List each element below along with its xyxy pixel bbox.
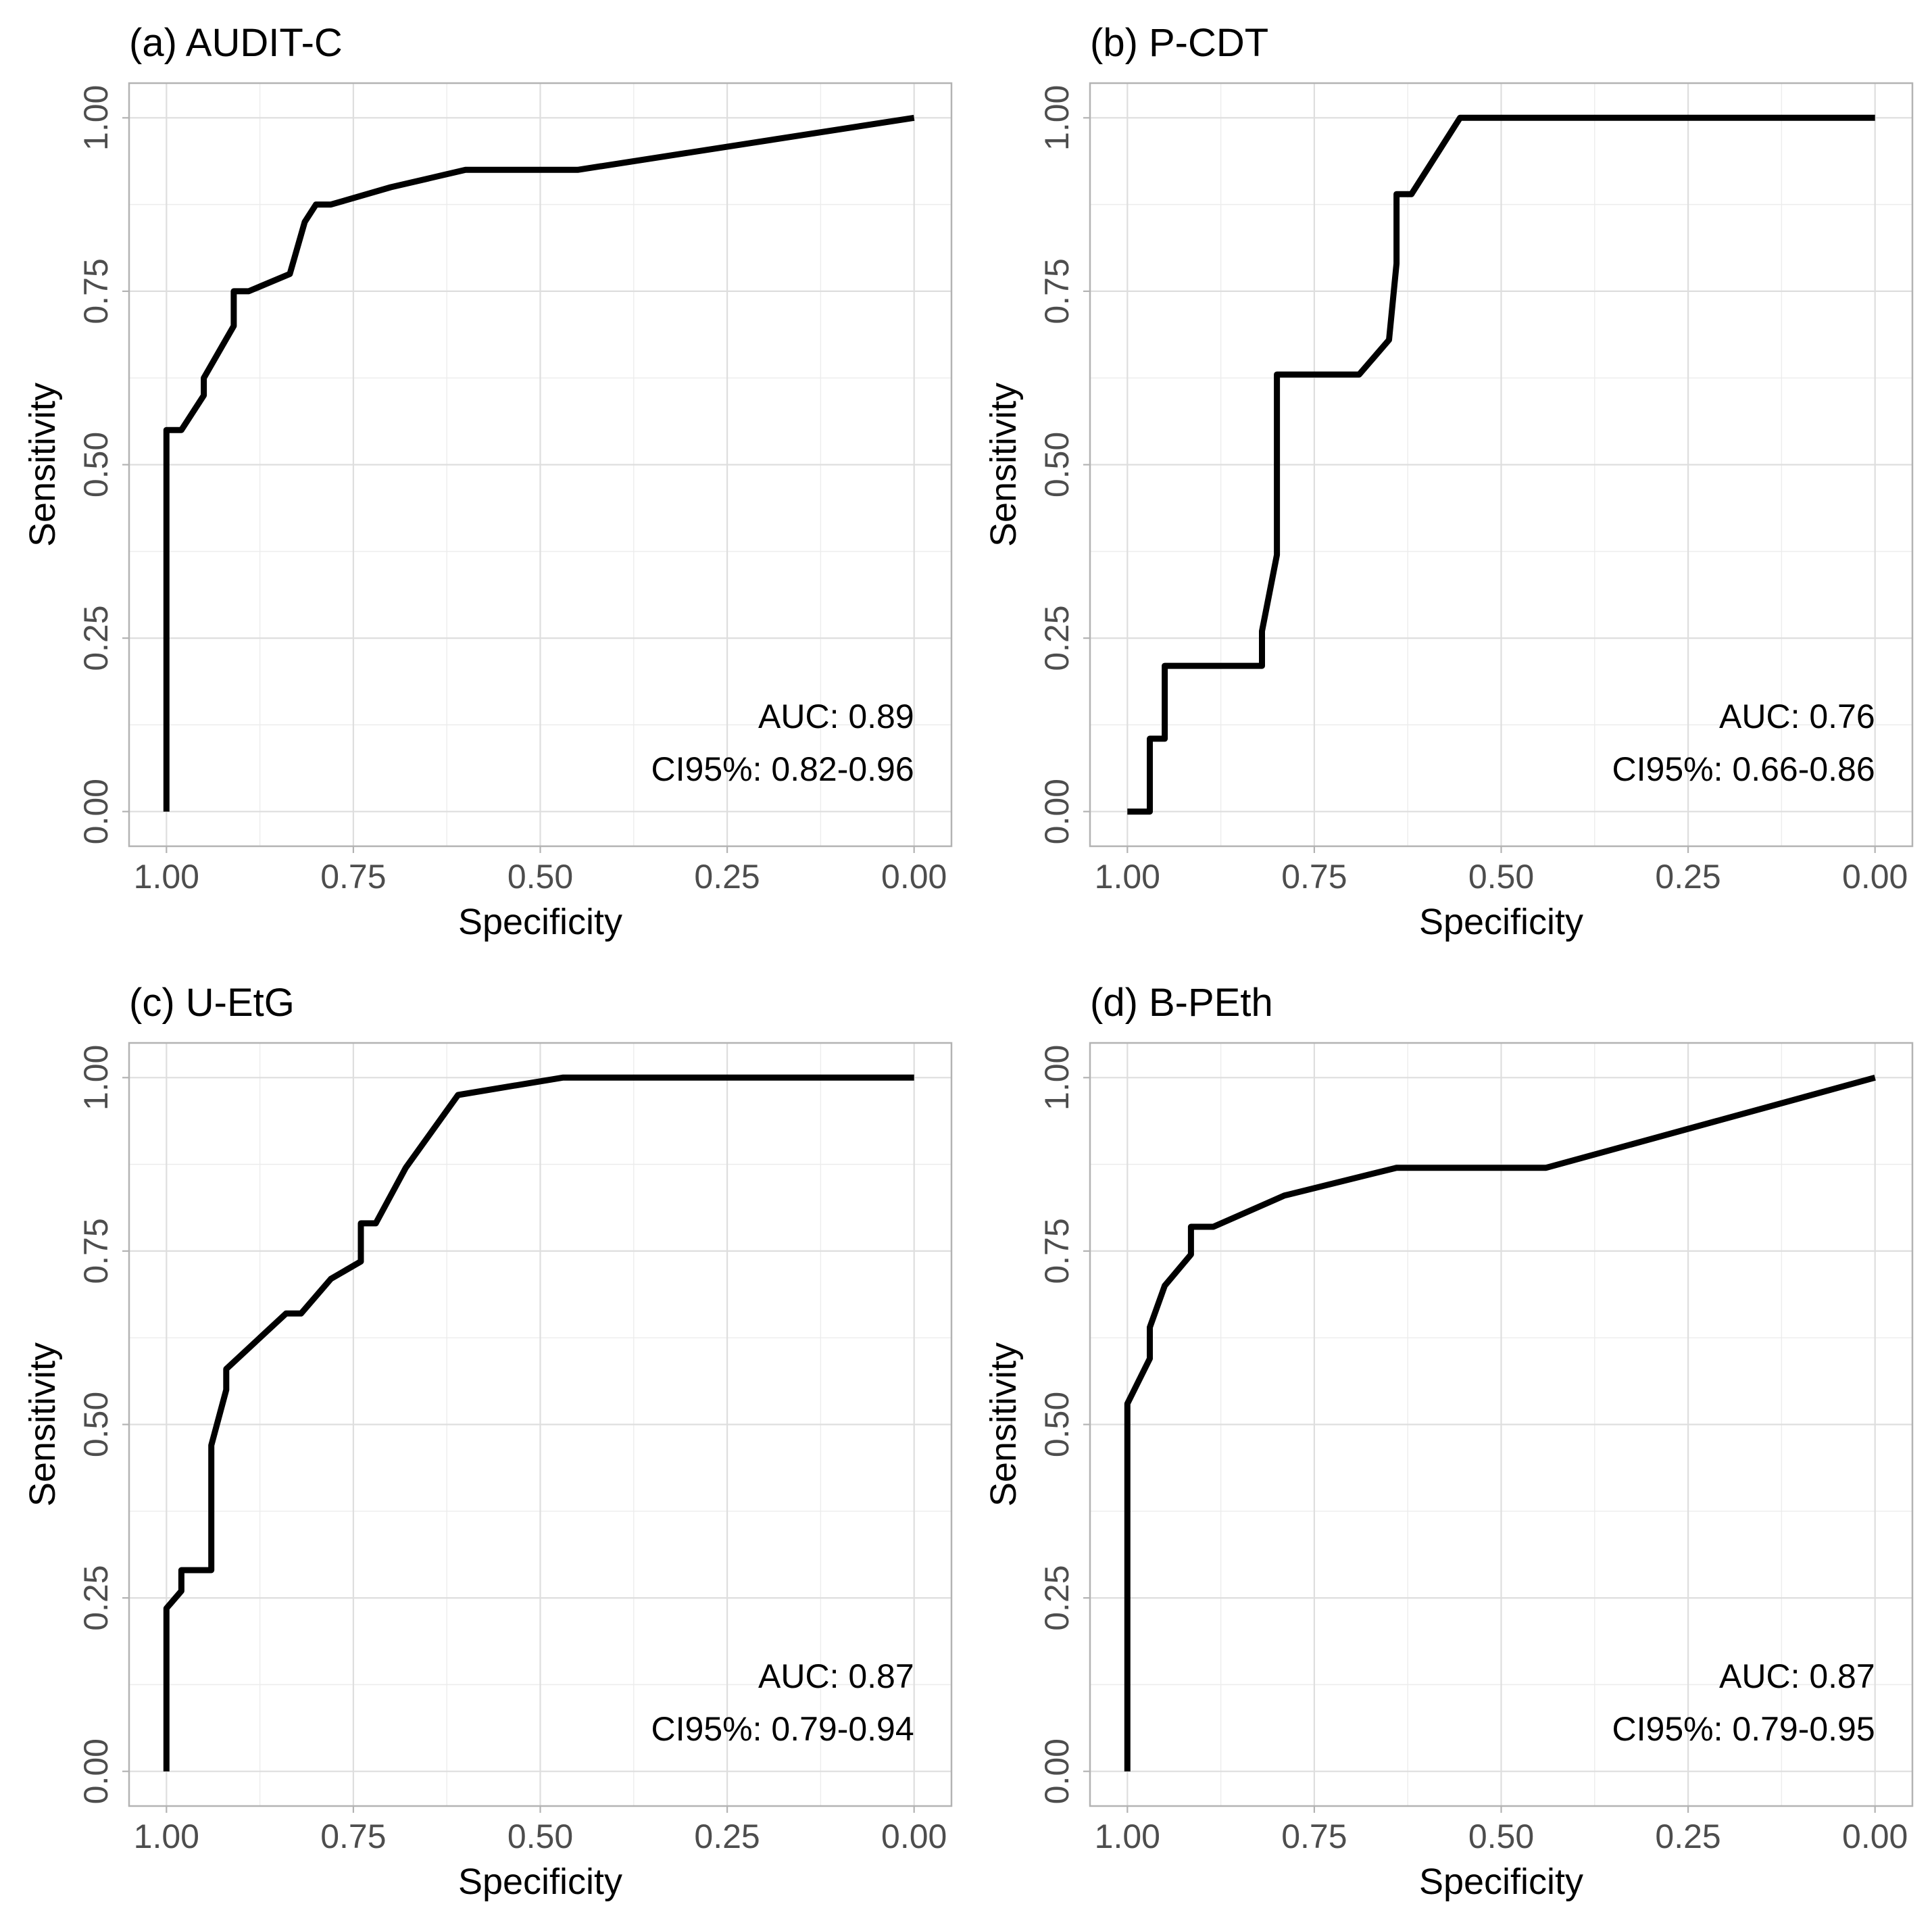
x-tick-label: 1.00 — [134, 858, 199, 896]
y-tick-label: 0.25 — [77, 605, 115, 671]
y-tick-label: 0.50 — [77, 1392, 115, 1457]
roc-panel-4: 1.00 0.75 0.50 0.25 0.00 0.00 0.25 0.50 0.75 1.00… — [983, 981, 1914, 1902]
x-tick-label: 0.25 — [694, 1818, 760, 1855]
y-tick-label: 1.00 — [77, 1045, 115, 1111]
y-tick-label: 0.75 — [1038, 1218, 1076, 1284]
x-tick-label: 0.50 — [507, 1818, 573, 1855]
x-axis-title: Specificity — [1419, 1861, 1583, 1902]
x-tick-label: 1.00 — [134, 1818, 199, 1855]
ci95-label: CI95%: 0.66-0.86 — [1612, 750, 1875, 788]
y-tick-label: 0.75 — [1038, 258, 1076, 324]
auc-label: AUC: 0.87 — [1719, 1657, 1875, 1695]
x-tick-label: 0.25 — [694, 858, 760, 896]
y-axis-title: Sensitivity — [983, 383, 1024, 547]
y-axis-title: Sensitivity — [983, 1342, 1024, 1507]
x-tick-label: 0.50 — [1468, 1818, 1534, 1855]
panel-border — [1089, 82, 1914, 848]
roc-curve — [1124, 1074, 1876, 1772]
x-tick-label: 0.75 — [1281, 1818, 1347, 1855]
y-tick-label: 0.00 — [1038, 779, 1076, 844]
y-tick-label: 0.00 — [77, 1738, 115, 1804]
panel-title: (b) P-CDT — [1090, 21, 1268, 65]
y-tick-label: 0.25 — [77, 1565, 115, 1630]
y-tick-label: 0.50 — [1038, 1392, 1076, 1457]
y-tick-label: 1.00 — [1038, 1045, 1076, 1111]
x-axis-title: Specificity — [1419, 902, 1583, 942]
x-axis-title: Specificity — [458, 902, 622, 942]
x-tick-label: 0.50 — [507, 858, 573, 896]
auc-label: AUC: 0.87 — [758, 1657, 914, 1695]
y-tick-label: 0.25 — [1038, 1565, 1076, 1630]
y-axis-title: Sensitivity — [22, 383, 63, 547]
auc-label: AUC: 0.89 — [758, 698, 914, 735]
panel-border — [128, 82, 953, 848]
roc-panel-3: 1.00 0.75 0.50 0.25 0.00 0.00 0.25 0.50 0.75 1.00… — [22, 981, 953, 1902]
x-tick-label: 0.00 — [1842, 858, 1908, 896]
y-tick-label: 0.00 — [1038, 1738, 1076, 1804]
roc-curve — [1127, 114, 1875, 815]
x-tick-label: 0.00 — [881, 1818, 947, 1855]
x-tick-label: 0.75 — [320, 1818, 386, 1855]
panel-border — [128, 1042, 953, 1807]
roc-curve — [163, 1074, 914, 1772]
panel-border — [1089, 1042, 1914, 1807]
roc-curve — [163, 114, 915, 812]
x-tick-label: 0.00 — [881, 858, 947, 896]
x-tick-label: 1.00 — [1095, 858, 1160, 896]
ci95-label: CI95%: 0.82-0.96 — [651, 750, 914, 788]
y-tick-label: 1.00 — [1038, 85, 1076, 151]
y-tick-label: 1.00 — [77, 85, 115, 151]
x-axis-title: Specificity — [458, 1861, 622, 1902]
panel-title: (c) U-EtG — [129, 981, 295, 1025]
auc-label: AUC: 0.76 — [1719, 698, 1875, 735]
y-tick-label: 0.75 — [77, 258, 115, 324]
panel-title: (d) B-PEth — [1090, 981, 1273, 1025]
x-tick-label: 1.00 — [1095, 1818, 1160, 1855]
y-tick-label: 0.25 — [1038, 605, 1076, 671]
x-tick-label: 0.25 — [1655, 858, 1720, 896]
y-tick-label: 0.00 — [77, 779, 115, 844]
ci95-label: CI95%: 0.79-0.94 — [651, 1710, 914, 1748]
roc-panel-2: 1.00 0.75 0.50 0.25 0.00 0.00 0.25 0.50 0.75 1.00… — [983, 21, 1914, 942]
roc-panel-1: 1.00 0.75 0.50 0.25 0.00 0.00 0.25 0.50 0.75 1.00… — [22, 21, 953, 942]
x-tick-label: 0.75 — [1281, 858, 1347, 896]
x-tick-label: 0.75 — [320, 858, 386, 896]
x-tick-label: 0.50 — [1468, 858, 1534, 896]
y-tick-label: 0.50 — [77, 432, 115, 497]
x-tick-label: 0.00 — [1842, 1818, 1908, 1855]
y-axis-title: Sensitivity — [22, 1342, 63, 1507]
y-tick-label: 0.75 — [77, 1218, 115, 1284]
panel-title: (a) AUDIT-C — [129, 21, 343, 65]
y-tick-label: 0.50 — [1038, 432, 1076, 497]
ci95-label: CI95%: 0.79-0.95 — [1612, 1710, 1875, 1748]
x-tick-label: 0.25 — [1655, 1818, 1720, 1855]
